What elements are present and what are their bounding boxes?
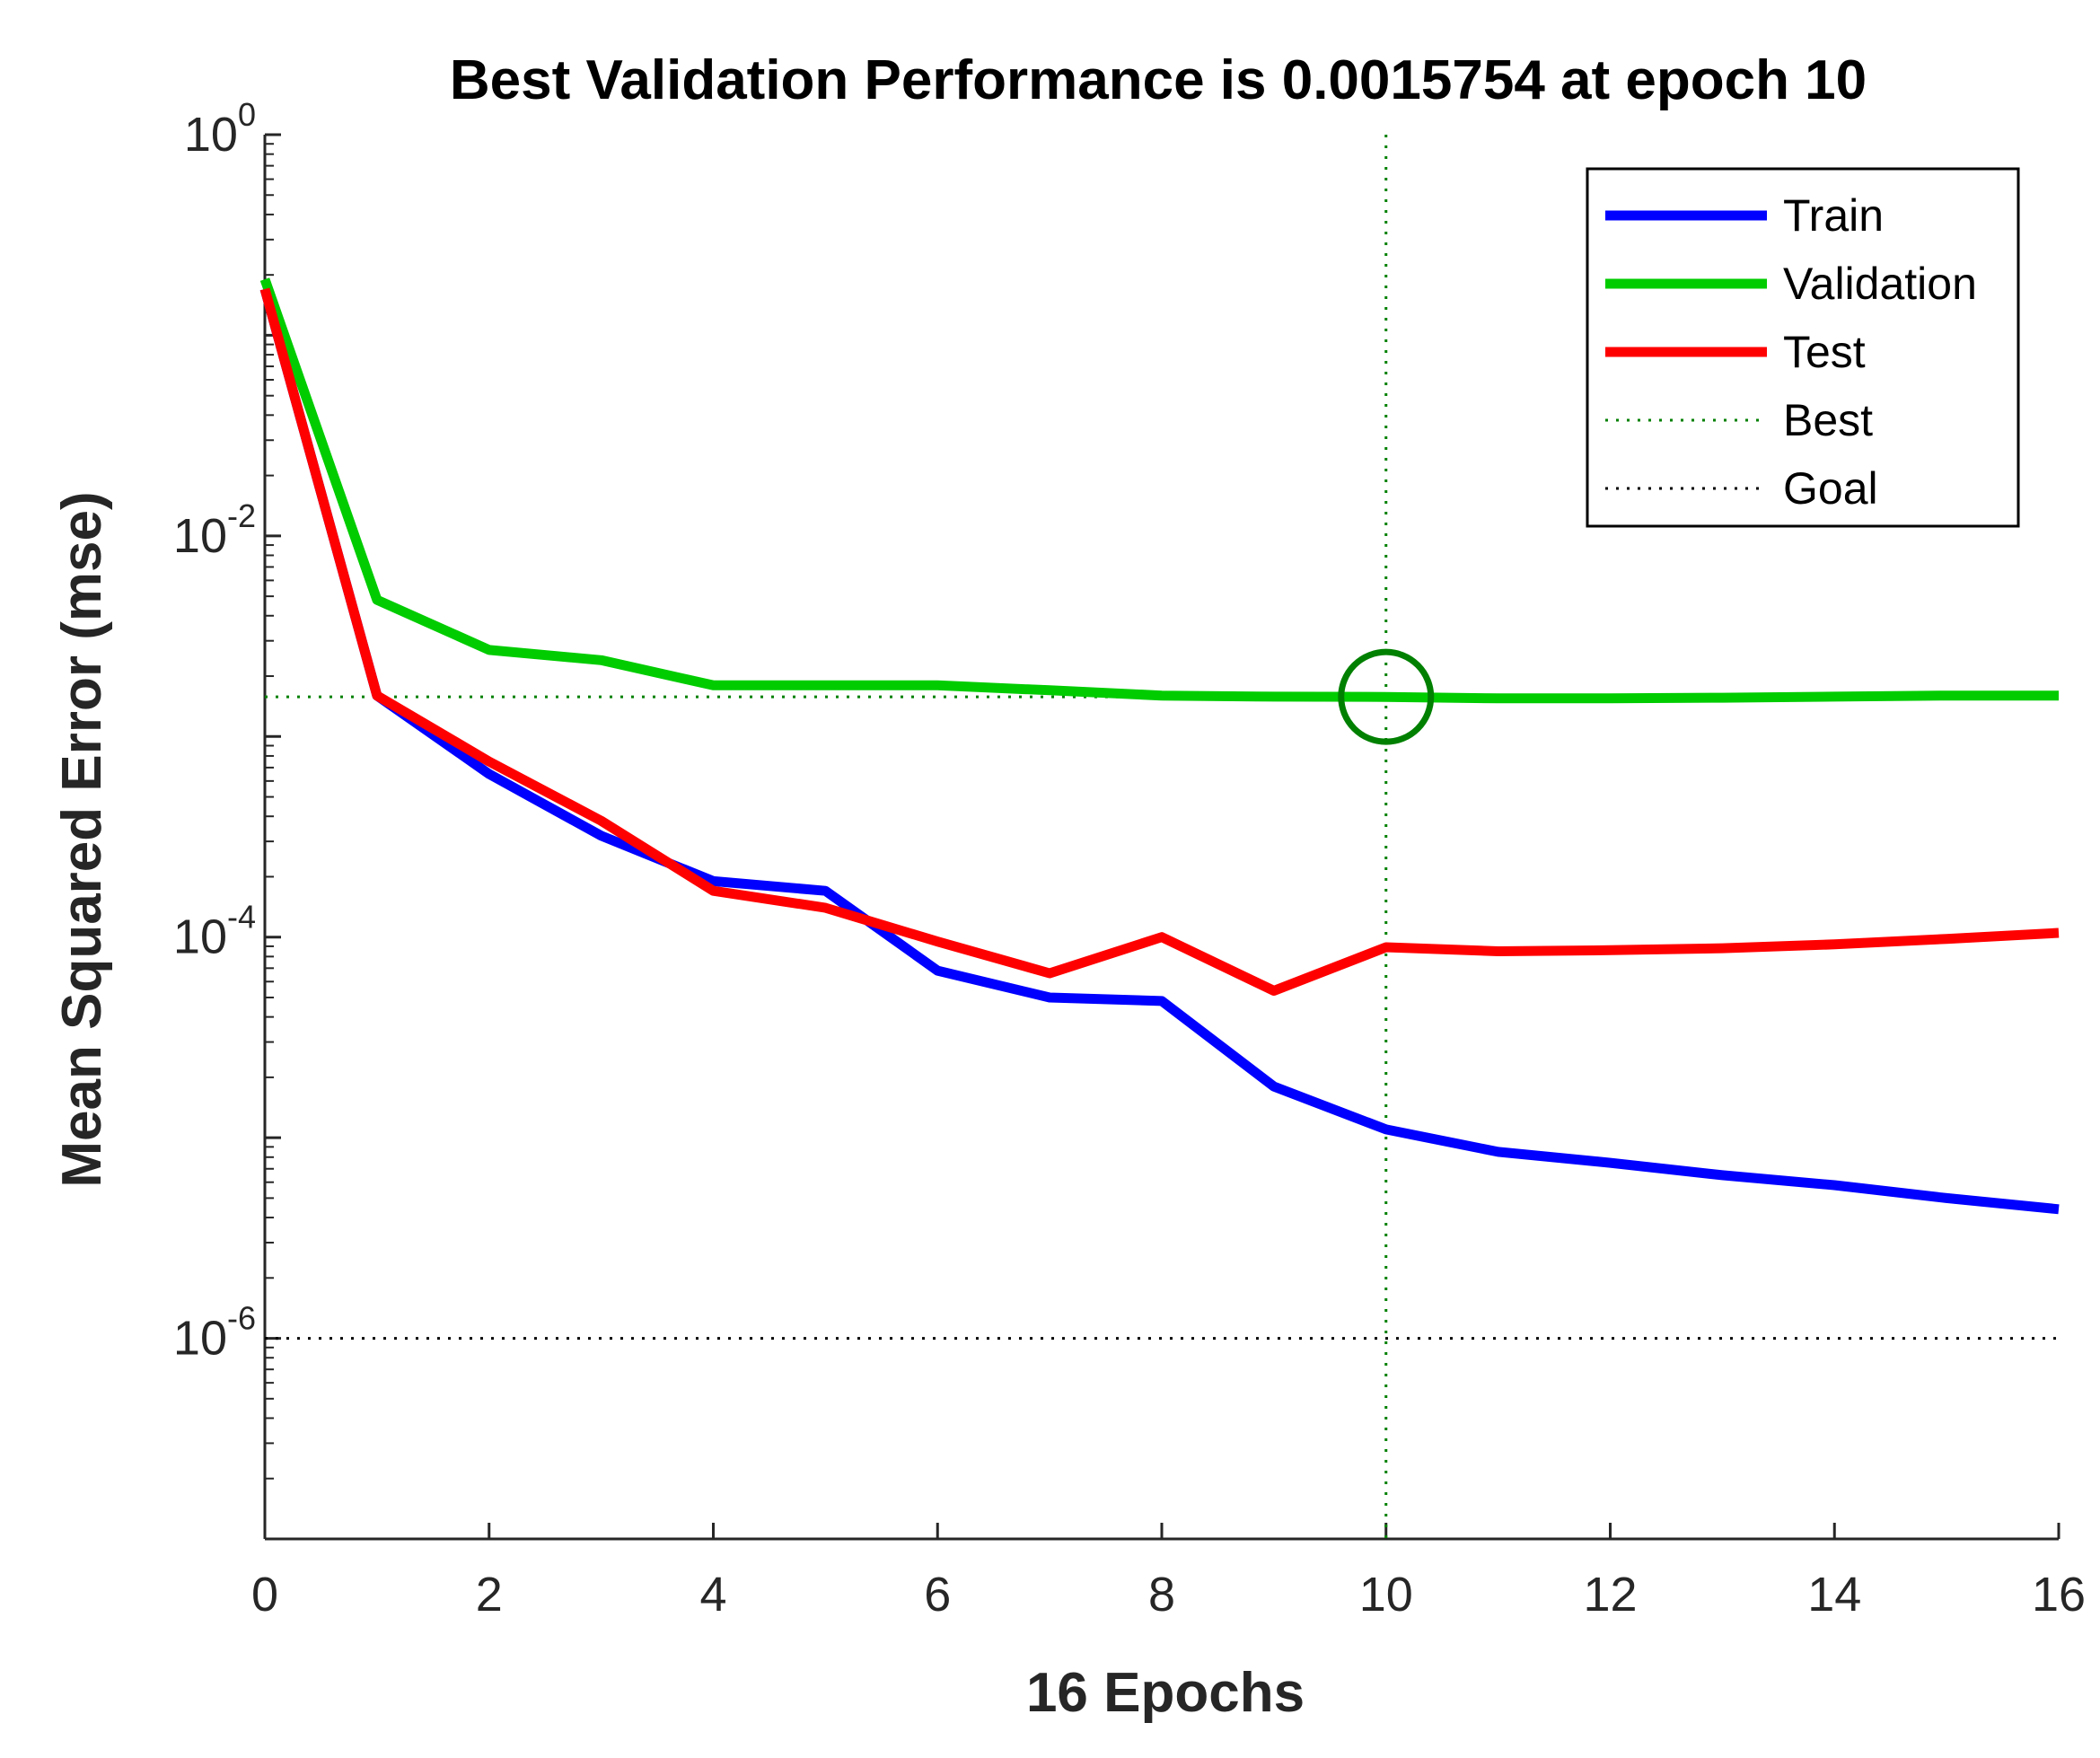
y-axis-label: Mean Squared Error (mse) (51, 491, 113, 1187)
y-tick-label: 100 (184, 96, 256, 162)
best-marker-group (1338, 648, 1435, 745)
x-tick-label: 6 (924, 1568, 951, 1622)
x-tick-label: 10 (1359, 1568, 1413, 1622)
y-tick-exponent: -6 (227, 1300, 256, 1337)
y-tick-label: 10-4 (173, 899, 256, 964)
test-series-line (259, 287, 2060, 996)
legend-label-best: Best (1783, 395, 1873, 445)
best-validation-marker (1338, 648, 1435, 745)
legend-label-test: Test (1783, 327, 1866, 377)
x-tick-label: 0 (251, 1568, 278, 1622)
legend-label-goal: Goal (1783, 463, 1878, 514)
x-tick-label: 12 (1583, 1568, 1637, 1622)
y-tick-label: 10-6 (173, 1300, 256, 1366)
legend-label-validation: Validation (1783, 259, 1977, 309)
chart-title: Best Validation Performance is 0.0015754… (450, 49, 1867, 111)
y-tick-exponent: -4 (227, 899, 256, 936)
y-tick-base: 10 (184, 108, 238, 162)
legend: Train Validation Test Best Goal (1586, 167, 2020, 528)
x-axis-label: 16 Epochs (1026, 1662, 1305, 1724)
y-tick-base: 10 (173, 509, 227, 563)
data-series (259, 277, 2060, 1215)
y-tick-base: 10 (173, 910, 227, 964)
x-tick-label: 4 (699, 1568, 726, 1622)
y-tick-base: 10 (173, 1312, 227, 1366)
y-tick-exponent: -2 (227, 497, 256, 534)
y-tick-exponent: 0 (238, 96, 256, 133)
x-tick-label: 16 (2032, 1568, 2086, 1622)
y-tick-label: 10-2 (173, 497, 256, 563)
x-tick-label: 14 (1807, 1568, 1861, 1622)
validation-series-line (259, 277, 2059, 704)
x-tick-label: 2 (476, 1568, 503, 1622)
x-tick-label: 8 (1148, 1568, 1175, 1622)
train-series-line (259, 287, 2060, 1215)
legend-label-train: Train (1783, 190, 1884, 241)
